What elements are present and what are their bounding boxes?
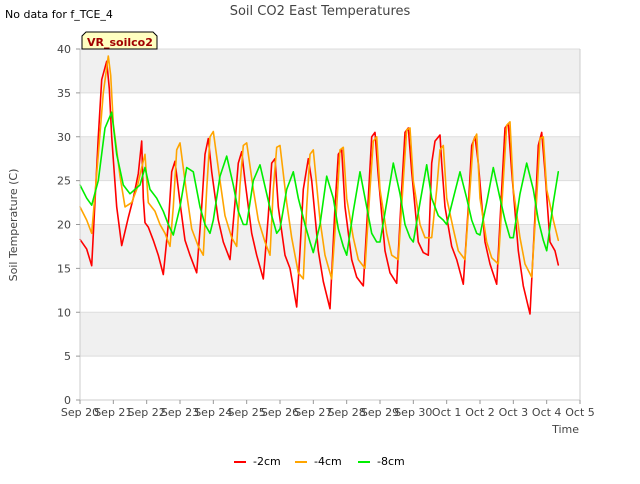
x-tick-label: Sep 23	[161, 406, 199, 419]
legend: -2cm -4cm -8cm	[234, 455, 405, 468]
legend-item: -8cm	[358, 455, 405, 468]
legend-item: -4cm	[295, 455, 342, 468]
x-tick-label: Oct 1	[432, 406, 462, 419]
x-tick-label: Sep 25	[228, 406, 266, 419]
x-tick-label: Oct 5	[565, 406, 595, 419]
x-tick-label: Sep 22	[128, 406, 166, 419]
legend-label: -4cm	[314, 455, 342, 468]
x-tick-label: Sep 20	[61, 406, 99, 419]
legend-label: -8cm	[377, 455, 405, 468]
x-tick-label: Sep 24	[194, 406, 232, 419]
station-label: VR_soilco2	[87, 36, 153, 49]
x-axis-label: Time	[551, 423, 579, 436]
x-tick-label: Sep 26	[261, 406, 299, 419]
series-line-8cmcm	[79, 111, 560, 256]
grid-band	[80, 136, 580, 181]
chart-title: Soil CO2 East Temperatures	[230, 4, 411, 19]
x-tick-label: Oct 3	[499, 406, 529, 419]
y-tick-label: 5	[64, 350, 71, 363]
x-tick-label: Sep 29	[361, 406, 399, 419]
x-tick-label: Oct 4	[532, 406, 562, 419]
y-tick-label: 30	[57, 131, 71, 144]
y-axis-label: Soil Temperature (C)	[7, 169, 20, 282]
x-tick-label: Sep 21	[94, 406, 132, 419]
y-tick-label: 40	[57, 43, 71, 56]
station-label-box: VR_soilco2	[81, 31, 158, 50]
x-tick-label: Sep 30	[394, 406, 432, 419]
y-tick-label: 15	[57, 262, 71, 275]
legend-label: -2cm	[253, 455, 281, 468]
grid-band	[80, 312, 580, 357]
legend-item: -2cm	[234, 455, 281, 468]
grid-band	[80, 49, 580, 93]
y-tick-label: 25	[57, 175, 71, 188]
y-tick-label: 35	[57, 87, 71, 100]
no-data-note: No data for f_TCE_4	[5, 8, 113, 21]
y-tick-label: 20	[57, 219, 71, 232]
x-tick-label: Sep 28	[328, 406, 366, 419]
y-tick-label: 0	[64, 394, 71, 407]
series-layer	[79, 55, 560, 315]
x-tick-label: Oct 2	[465, 406, 495, 419]
y-tick-label: 10	[57, 306, 71, 319]
x-tick-label: Sep 27	[294, 406, 332, 419]
